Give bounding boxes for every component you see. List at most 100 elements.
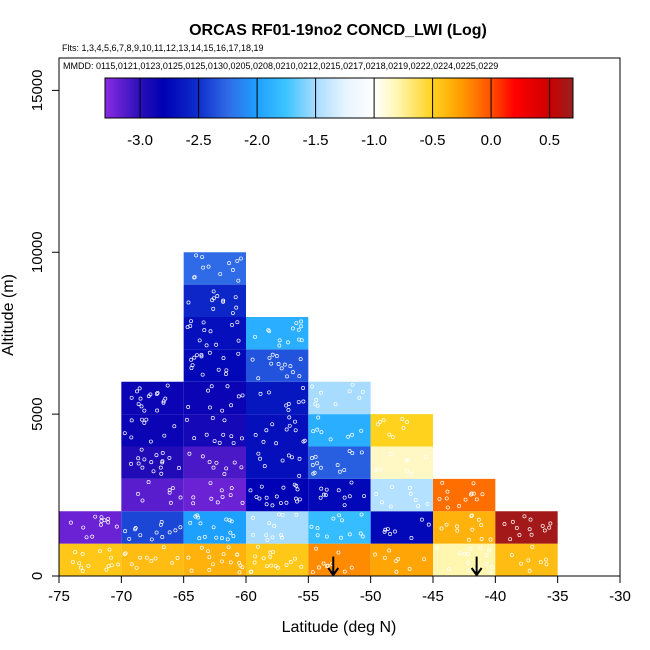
observation-point [109,555,114,560]
observation-point [136,461,141,466]
observation-point [227,518,232,523]
observation-point [162,433,167,438]
x-tick-label: -60 [235,588,257,605]
observation-point [229,403,233,408]
observation-point [197,536,202,541]
observation-point [214,342,219,347]
observation-point [469,491,474,496]
observation-point [251,532,256,537]
observation-point [336,488,341,493]
observation-point [220,494,225,499]
observation-point [340,518,345,523]
observation-point [215,500,220,505]
observation-point [337,469,342,474]
observation-point [187,451,192,456]
observation-point [221,432,226,437]
observation-point [167,455,172,460]
observation-point [383,527,388,532]
observation-point [210,416,215,420]
observation-point [529,532,534,537]
observation-point [136,456,141,461]
observation-point [199,352,204,357]
observation-point [167,530,172,535]
observation-point [228,560,233,565]
observation-point [192,275,197,280]
observation-point [127,536,132,541]
observation-point [362,494,367,498]
observation-point [444,496,449,501]
observation-point [219,488,224,493]
observation-point [544,562,549,567]
x-tick-label: -65 [173,588,195,605]
flights-label: Flts: 1,3,4,5,6,7,8,9,10,11,12,13,14,15,… [62,43,264,53]
observation-point [287,415,292,420]
observation-point [478,546,483,550]
observation-point [212,439,217,443]
observation-point [466,537,471,542]
observation-point [527,527,532,532]
observation-point [253,433,258,437]
plot-frame [58,57,621,577]
observation-point [211,289,216,294]
observation-point [547,525,552,530]
y-tick-label: 15000 [29,70,46,112]
observation-point [295,487,300,492]
observation-point [476,517,481,522]
observation-point [502,521,507,526]
observation-point [514,525,519,530]
observation-point [342,495,347,500]
heatmap-cell [370,414,433,447]
observation-point [231,268,235,272]
heatmap-cell [308,478,371,512]
observation-point [221,356,226,361]
heatmap-cell [246,414,309,447]
observation-point [349,565,354,570]
observation-point [232,460,237,465]
observation-point [229,486,234,491]
observation-point [267,355,272,360]
heatmap-cell [59,511,122,544]
observation-point [350,451,355,456]
observation-point [138,533,143,538]
observation-point [189,568,194,573]
observation-point [390,434,395,439]
x-tick-label: -45 [422,588,444,605]
observation-point [106,564,111,569]
y-axis: 0 5000 10000 15000 [29,70,59,580]
observation-point [170,486,175,491]
observation-point [268,554,273,559]
observation-point [138,555,143,560]
observation-point [333,402,338,407]
observation-point [278,501,283,506]
heatmap-cell [433,543,496,576]
observation-point [294,321,299,325]
observation-point [294,512,299,517]
observation-point [466,552,471,556]
observation-point [134,565,139,570]
observation-point [316,565,321,570]
observation-point [299,324,303,329]
observation-point [387,432,392,437]
observation-point [68,520,73,525]
observation-point [160,450,165,455]
observation-point [280,512,285,517]
observation-point [277,338,282,343]
observation-point [106,516,111,521]
observation-point [235,320,240,325]
observation-point [154,391,159,396]
y-tick-label: 10000 [29,231,46,273]
observation-point [198,521,203,526]
observation-point [382,529,387,534]
observation-point [285,374,289,379]
observation-point [315,526,320,531]
observation-point [264,428,269,433]
observation-point [206,388,211,393]
observation-point [254,494,259,499]
observation-point [70,559,75,564]
observation-point [192,355,197,360]
observation-point [270,352,275,357]
observation-point [188,324,193,328]
observation-point [222,472,227,476]
observation-point [122,431,127,436]
observation-point [293,556,297,561]
